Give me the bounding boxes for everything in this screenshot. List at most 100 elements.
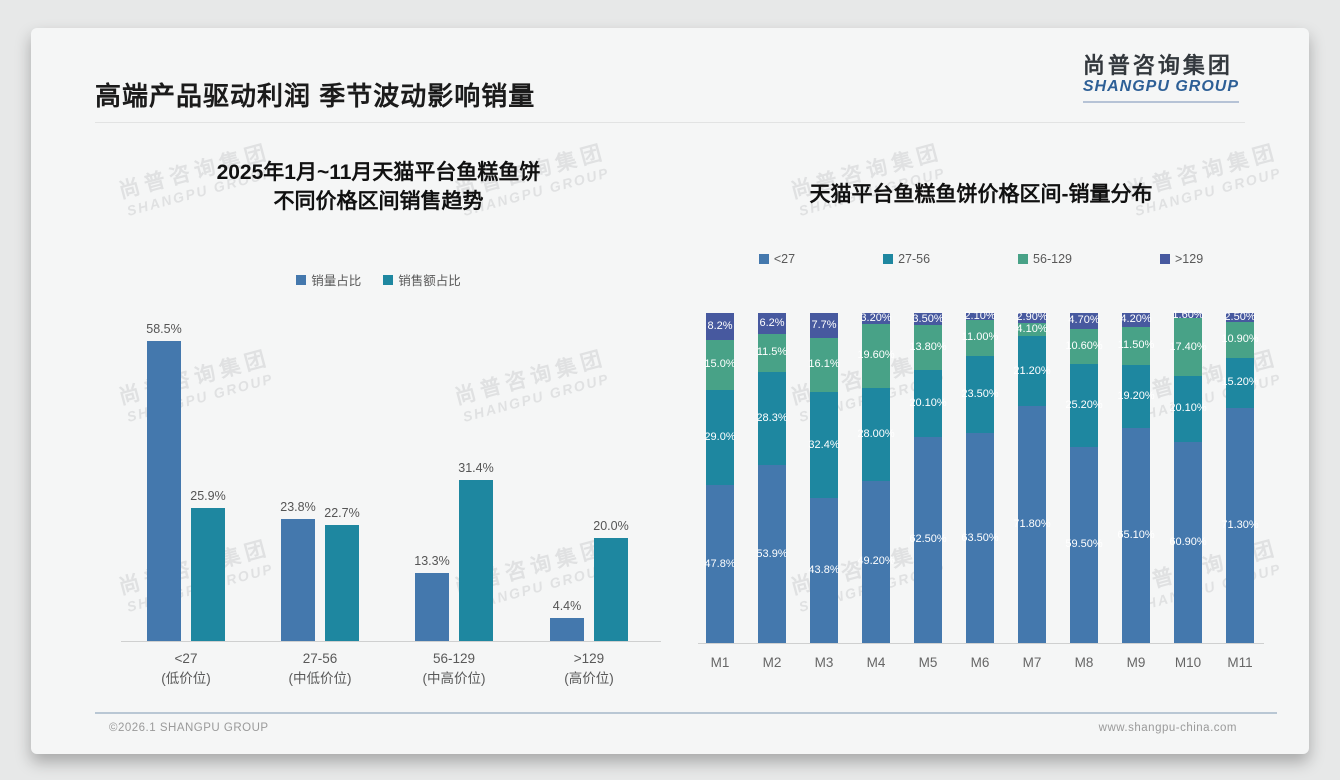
bar-value-label: 25.9% — [190, 489, 226, 503]
bar-segment: 2.10% — [964, 309, 996, 322]
x-axis-label: M8 — [1074, 655, 1094, 670]
legend-label: 56-129 — [1033, 252, 1072, 266]
segment-label: 3.50% — [912, 312, 944, 325]
segment-label: 43.8% — [808, 564, 840, 577]
legend-label: 销售额占比 — [398, 274, 461, 288]
bar-segment: 43.8% — [808, 498, 840, 643]
bar — [459, 480, 493, 641]
bar — [550, 618, 584, 641]
category-label-line1: 27-56 — [302, 651, 338, 666]
segment-label: 17.40% — [1169, 340, 1207, 353]
segment-label: 11.5% — [756, 346, 788, 359]
bar-segment: 15.20% — [1221, 357, 1259, 408]
bar-segment: 62.50% — [909, 436, 947, 643]
bar-segment: 10.90% — [1221, 321, 1259, 358]
bar-segment: 4.10% — [1016, 322, 1048, 337]
segment-label: 10.60% — [1065, 339, 1103, 352]
bar — [594, 538, 628, 641]
legend-label: >129 — [1174, 252, 1204, 266]
x-axis-label: M4 — [866, 655, 886, 670]
category-label: >129 (高价位) — [534, 649, 644, 688]
segment-label: 65.10% — [1117, 529, 1155, 542]
bar-segment: 20.10% — [909, 370, 947, 437]
segment-label: 21.20% — [1013, 364, 1051, 377]
category-label: 56-129 (中高价位) — [399, 649, 509, 688]
bar-value-label: 23.8% — [280, 500, 316, 514]
segment-label: 25.20% — [1065, 398, 1103, 411]
x-axis-line — [698, 643, 1264, 644]
bar-segment: 19.60% — [857, 323, 895, 389]
bar-segment: 23.50% — [961, 355, 999, 434]
bar-value-label: 13.3% — [414, 554, 450, 568]
bar-segment: 15.0% — [704, 340, 736, 390]
x-axis-label: M10 — [1174, 655, 1202, 670]
segment-label: 3.20% — [860, 311, 892, 324]
legend-item: 27-56 — [883, 252, 930, 266]
bar-segment: 3.20% — [860, 311, 892, 324]
bar-segment: 13.80% — [909, 324, 947, 371]
grouped-bar-chart: 2025年1月~11月天猫平台鱼糕鱼饼 不同价格区间销售趋势 销量占比 销售额占比… — [96, 150, 661, 710]
bar-segment: 32.4% — [808, 391, 840, 499]
x-axis-label: M5 — [918, 655, 938, 670]
bar-segment: 47.8% — [704, 485, 736, 643]
stacked-bar-plot: 47.8% 29.0% 15.0% 8.2% M1 53.9% 28.3% 11.5% 6.2%… — [696, 309, 1266, 670]
bar-segment: 11.5% — [756, 333, 788, 372]
bar-segment: 8.2% — [706, 313, 734, 341]
bar-segment: 71.80% — [1013, 406, 1051, 643]
legend-swatch — [758, 254, 769, 264]
bar-segment: 53.9% — [756, 465, 788, 643]
segment-label: 4.70% — [1068, 314, 1100, 327]
legend-item: >129 — [1159, 252, 1204, 266]
category-label-line2: (中高价位) — [422, 670, 486, 686]
company-logo: 尚普咨询集团 SHANGPU GROUP — [1082, 53, 1239, 104]
bar-segment: 10.60% — [1065, 328, 1103, 364]
segment-label: 11.00% — [961, 331, 999, 344]
bar-segment: 7.7% — [810, 313, 838, 339]
segment-label: 15.20% — [1221, 376, 1259, 389]
segment-label: 20.10% — [1169, 402, 1207, 415]
x-axis-label: M6 — [970, 655, 990, 670]
segment-label: 16.1% — [808, 358, 840, 371]
bar-value-label: 20.0% — [593, 519, 629, 533]
segment-label: 11.50% — [1117, 339, 1155, 352]
segment-label: 19.60% — [857, 349, 895, 362]
segment-label: 15.0% — [704, 358, 736, 371]
segment-label: 71.80% — [1013, 518, 1051, 531]
category-label-line2: (中低价位) — [288, 670, 352, 686]
x-axis-label: M2 — [762, 655, 782, 670]
segment-label: 59.50% — [1065, 538, 1103, 551]
segment-label: 28.3% — [756, 411, 788, 424]
category-label: 27-56 (中低价位) — [265, 649, 375, 688]
bar-segment: 25.20% — [1065, 363, 1103, 447]
stacked-chart-legend: <27 27-56 56-129 >129 — [696, 252, 1266, 266]
grouped-chart-title-line2: 不同价格区间销售趋势 — [273, 190, 484, 214]
bar — [415, 573, 449, 641]
bar-segment: 2.50% — [1224, 311, 1255, 322]
legend-swatch — [383, 274, 394, 285]
segment-label: 29.0% — [704, 430, 736, 443]
x-axis-line — [121, 641, 661, 642]
grouped-chart-legend: 销量占比 销售额占比 — [96, 270, 661, 289]
logo-en-text: SHANGPU GROUP — [1082, 78, 1239, 96]
bar-value-label: 58.5% — [146, 322, 182, 336]
segment-label: 71.30% — [1221, 518, 1259, 531]
segment-label: 7.7% — [811, 319, 837, 332]
footer: ©2026.1 SHANGPU GROUP www.shangpu-china.… — [109, 722, 1237, 734]
bar-segment: 28.00% — [857, 388, 895, 481]
legend-item: <27 — [758, 252, 795, 266]
segment-label: 62.50% — [909, 533, 947, 546]
segment-label: 8.2% — [707, 320, 733, 333]
legend-swatch — [883, 254, 894, 264]
segment-label: 10.90% — [1221, 333, 1259, 346]
segment-label: 2.10% — [964, 309, 996, 322]
bar-segment: 11.00% — [962, 319, 998, 356]
x-axis-label: M1 — [710, 655, 730, 670]
x-axis-label: M3 — [814, 655, 834, 670]
bar-segment: 29.0% — [704, 389, 736, 486]
bar-value-label: 31.4% — [458, 461, 494, 475]
category-label-line2: (低价位) — [161, 670, 211, 686]
bar-segment: 1.60% — [1172, 310, 1203, 321]
segment-label: 6.2% — [759, 317, 785, 330]
segment-label: 23.50% — [961, 388, 999, 401]
segment-label: 13.80% — [909, 341, 947, 354]
